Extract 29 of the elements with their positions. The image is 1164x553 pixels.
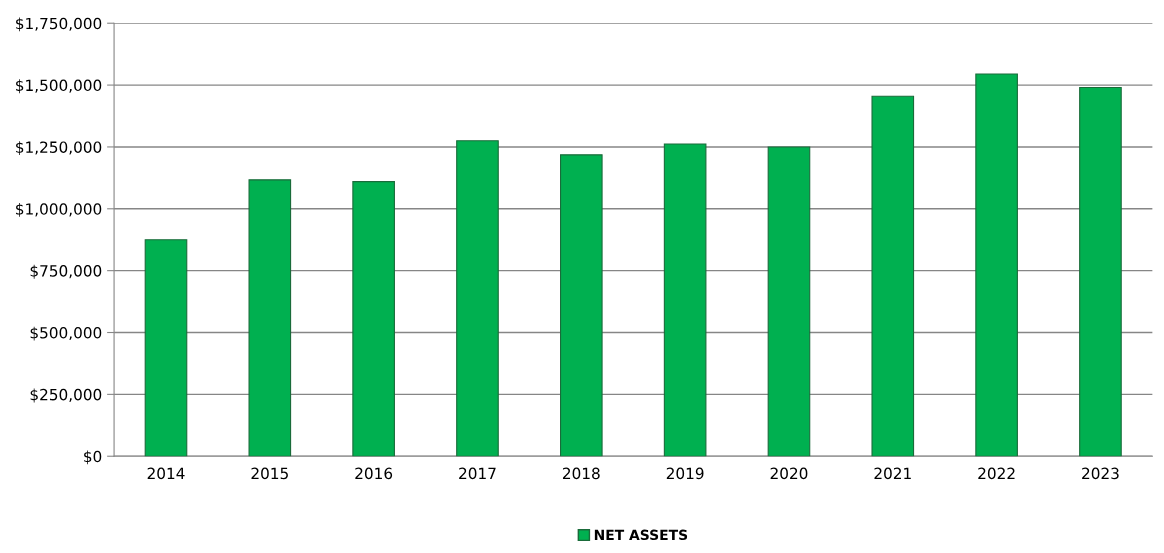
x-tick-label: 2015 — [251, 467, 288, 480]
bar — [871, 95, 915, 457]
y-tick-label: $1,750,000 — [16, 17, 102, 32]
bar — [1079, 87, 1122, 457]
y-tick-label: $1,000,000 — [16, 202, 102, 217]
bar — [663, 143, 707, 457]
bar — [975, 73, 1018, 457]
x-tick-label: 2016 — [355, 467, 393, 480]
y-tick-label: $0 — [84, 450, 102, 465]
bar — [456, 140, 499, 457]
y-tick-label: $500,000 — [30, 326, 102, 341]
bar — [144, 239, 188, 457]
bar — [767, 146, 811, 457]
bar — [248, 179, 292, 457]
x-tick-label: 2019 — [666, 467, 704, 480]
x-tick-label: 2023 — [1082, 467, 1119, 480]
x-tick-label: 2020 — [770, 467, 808, 480]
bar — [352, 181, 395, 457]
x-tick-label: 2022 — [978, 467, 1015, 480]
y-tick-label: $1,500,000 — [16, 79, 102, 94]
legend-label: NET ASSETS — [594, 529, 688, 541]
x-tick-label: 2021 — [874, 467, 911, 480]
y-tick-label: $1,250,000 — [16, 141, 102, 155]
y-tick-label: $250,000 — [30, 388, 102, 403]
bar — [559, 154, 603, 457]
y-tick-label: $750,000 — [30, 264, 102, 279]
x-tick-label: 2018 — [562, 467, 600, 480]
x-tick-label: 2014 — [147, 467, 185, 480]
x-tick-label: 2017 — [459, 467, 496, 480]
